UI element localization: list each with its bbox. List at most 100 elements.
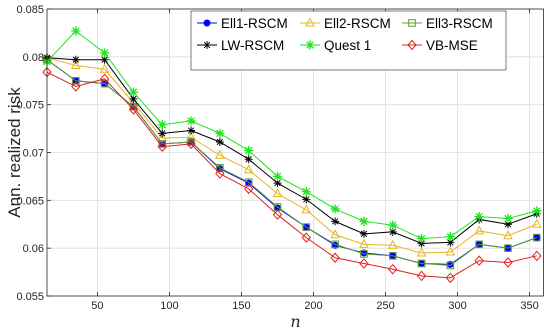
data-point	[186, 131, 196, 141]
legend-item: Ell2-RSCM	[300, 16, 391, 31]
data-point	[272, 209, 283, 220]
data-point	[531, 218, 542, 228]
data-point	[244, 155, 253, 164]
data-point	[216, 164, 224, 172]
legend-marker	[408, 19, 416, 27]
data-point	[187, 126, 196, 135]
y-tick-label: 0.085	[16, 4, 44, 16]
series-line	[46, 71, 537, 279]
data-point	[330, 204, 340, 214]
x-tick-label: 200	[304, 300, 322, 312]
data-point	[330, 229, 340, 239]
data-point	[70, 59, 81, 69]
data-point	[158, 129, 167, 138]
data-point	[474, 255, 484, 266]
data-point	[100, 48, 110, 58]
x-tick-label: 350	[520, 300, 538, 312]
x-tick-label: 300	[448, 300, 466, 312]
data-point	[474, 211, 484, 222]
legend-label: Ell3-RSCM	[426, 16, 493, 31]
data-point	[359, 216, 369, 226]
data-point	[445, 246, 456, 256]
data-point	[273, 179, 282, 188]
data-point	[128, 87, 139, 97]
y-axis-label: Ann. realized risk	[5, 87, 24, 218]
series-vb-mse	[42, 66, 542, 284]
series-line	[46, 30, 537, 240]
data-point	[272, 188, 283, 198]
data-point	[359, 229, 368, 238]
data-point	[215, 168, 225, 179]
data-point	[128, 104, 139, 115]
data-point	[532, 250, 542, 262]
series-line	[46, 57, 537, 244]
data-point	[387, 239, 398, 249]
data-point	[215, 128, 225, 138]
data-point	[417, 239, 426, 248]
legend-marker	[407, 39, 417, 51]
data-point	[302, 223, 311, 231]
data-point	[331, 240, 339, 249]
legend-marker	[305, 40, 315, 50]
data-point	[100, 79, 109, 88]
data-point	[301, 204, 312, 214]
data-point	[532, 233, 541, 242]
data-point	[186, 116, 196, 126]
data-point	[417, 259, 426, 268]
data-point	[244, 183, 254, 195]
data-point	[157, 132, 168, 142]
y-tick-label: 0.055	[16, 291, 44, 303]
legend-marker	[203, 41, 211, 49]
data-point	[416, 270, 427, 282]
x-tick-label: 250	[376, 300, 394, 312]
data-point	[331, 217, 340, 226]
data-point	[272, 171, 283, 182]
data-point	[475, 240, 483, 249]
data-point	[388, 227, 397, 236]
data-point	[388, 220, 398, 230]
data-point	[244, 178, 253, 186]
legend-label: Quest 1	[324, 38, 371, 53]
data-point	[99, 73, 110, 85]
data-point	[330, 252, 340, 263]
data-point	[244, 145, 254, 156]
data-point	[474, 225, 485, 235]
data-point	[100, 55, 109, 64]
data-point	[129, 94, 138, 103]
y-tick-label: 0.065	[16, 195, 44, 207]
legend: Ell1-RSCM Ell2-RSCM Ell3-RSCM LW-RSCM Quest …	[190, 10, 507, 71]
data-point	[99, 63, 110, 73]
data-point	[532, 206, 542, 216]
legend-box	[190, 10, 507, 71]
data-point	[416, 247, 427, 257]
legend-label: VB-MSE	[426, 38, 478, 53]
data-point	[503, 230, 513, 240]
data-point	[302, 195, 311, 204]
legend-marker	[203, 19, 211, 27]
data-point	[503, 257, 513, 268]
y-tick-label: 0.06	[23, 243, 44, 255]
data-point	[504, 244, 512, 252]
data-point	[416, 234, 427, 244]
data-point	[215, 149, 225, 159]
x-axis-ticks: 50 100 150 200 250 300 350	[91, 9, 539, 312]
legend-item: VB-MSE	[402, 38, 478, 53]
legend-item: Quest 1	[300, 38, 371, 53]
x-tick-label: 100	[160, 300, 178, 312]
data-point	[71, 55, 80, 64]
data-point	[72, 76, 80, 85]
series-ell3-rscm	[43, 55, 541, 270]
data-point	[215, 137, 224, 146]
data-point	[157, 120, 167, 130]
legend-label: LW-RSCM	[221, 38, 284, 53]
data-point	[503, 220, 512, 229]
data-point	[445, 272, 456, 284]
legend-marker	[305, 17, 315, 27]
data-point	[301, 232, 311, 243]
series-line	[46, 59, 537, 266]
data-point	[503, 213, 513, 224]
y-tick-label: 0.08	[23, 52, 44, 64]
legend-item: Ell3-RSCM	[402, 16, 493, 31]
series-layer	[42, 26, 542, 284]
legend-label: Ell2-RSCM	[324, 16, 391, 31]
